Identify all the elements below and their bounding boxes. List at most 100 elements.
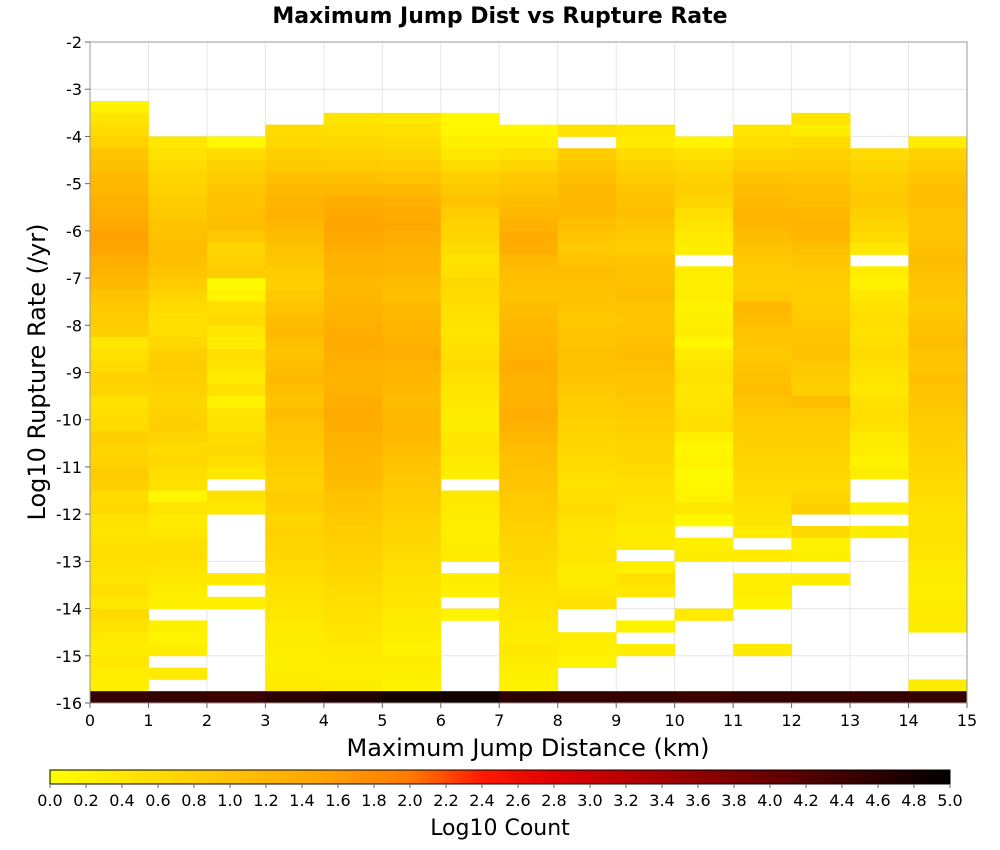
heatmap-cell	[791, 549, 851, 562]
heatmap-cell	[323, 431, 383, 444]
heatmap-cell	[382, 431, 442, 444]
heatmap-cell	[382, 667, 442, 680]
heatmap-cell	[382, 230, 442, 244]
heatmap-cell	[499, 596, 559, 609]
heatmap-cell	[382, 219, 442, 232]
heatmap-cell	[265, 348, 325, 362]
heatmap-cell	[908, 242, 968, 255]
heatmap-cell	[616, 254, 676, 267]
heatmap-cell	[323, 667, 383, 680]
heatmap-cell	[616, 584, 676, 598]
colorbar-tick-label: 3.8	[721, 791, 746, 810]
heatmap-cell	[323, 348, 383, 362]
colorbar-tick-label: 0.0	[37, 791, 62, 810]
heatmap-cell	[90, 537, 149, 550]
heatmap-cell	[908, 561, 968, 574]
heatmap-cell	[499, 478, 559, 491]
heatmap-cell	[616, 419, 676, 432]
colorbar-tick-label: 1.0	[217, 791, 242, 810]
heatmap-cell	[206, 396, 266, 409]
heatmap-cell	[733, 466, 792, 480]
heatmap-cell	[733, 384, 792, 397]
heatmap-cell	[206, 219, 266, 232]
heatmap-cell	[206, 596, 266, 609]
heatmap-cell	[499, 242, 559, 255]
heatmap-cell	[908, 171, 968, 185]
heatmap-cell	[674, 219, 734, 232]
y-tick-label: -2	[66, 33, 82, 52]
y-tick-label: -7	[66, 269, 82, 288]
heatmap-cell	[791, 396, 851, 409]
heatmap-cell	[499, 266, 559, 279]
heatmap-cell	[265, 620, 325, 633]
heatmap-cell	[382, 655, 442, 668]
heatmap-cell	[499, 584, 559, 598]
heatmap-cell	[850, 337, 909, 350]
heatmap-cell	[733, 549, 792, 562]
heatmap-cell	[616, 289, 676, 303]
heatmap-cell	[499, 502, 559, 515]
heatmap-cell	[323, 561, 383, 574]
heatmap-cell	[265, 407, 325, 421]
heatmap-cell	[265, 313, 325, 326]
x-tick-label: 9	[611, 711, 621, 730]
heatmap-cell	[148, 160, 208, 173]
heatmap-cell	[733, 266, 792, 279]
heatmap-cell	[265, 490, 325, 503]
heatmap-cell	[382, 136, 442, 149]
heatmap-cell	[791, 502, 851, 515]
heatmap-cell	[206, 431, 266, 444]
heatmap-cell	[148, 490, 208, 503]
heatmap-cell	[148, 360, 208, 373]
heatmap-cell	[499, 679, 559, 692]
heatmap-cell	[206, 160, 266, 173]
heatmap-cell	[90, 667, 149, 680]
heatmap-cell	[733, 171, 792, 185]
heatmap-cell	[148, 455, 208, 468]
heatmap-cell	[323, 112, 383, 126]
heatmap-cell	[557, 124, 617, 137]
heatmap-cell	[733, 301, 792, 314]
heatmap-cell	[557, 596, 617, 609]
heatmap-cell	[908, 396, 968, 409]
heatmap-cell	[90, 230, 149, 244]
heatmap-cell	[850, 455, 909, 468]
heatmap-cell	[323, 266, 383, 279]
heatmap-cell	[850, 183, 909, 196]
heatmap-cell	[440, 207, 500, 220]
heatmap-cell	[90, 348, 149, 362]
heatmap-cell	[90, 266, 149, 279]
heatmap-cell	[557, 643, 617, 657]
heatmap-cell	[733, 478, 792, 491]
heatmap-cell	[557, 407, 617, 421]
heatmap-cell	[382, 419, 442, 432]
heatmap-cell	[323, 584, 383, 598]
heatmap-cell	[850, 278, 909, 291]
heatmap-cell	[733, 136, 792, 149]
heatmap-cell	[791, 419, 851, 432]
heatmap-cell	[148, 502, 208, 515]
colorbar-tick-label: 2.8	[541, 791, 566, 810]
heatmap-cell	[674, 313, 734, 326]
heatmap-cell	[323, 679, 383, 692]
heatmap-cell	[265, 455, 325, 468]
heatmap-cell	[850, 242, 909, 255]
heatmap-cell	[148, 667, 208, 680]
heatmap-cell	[440, 254, 500, 267]
heatmap-cell-floor	[148, 691, 208, 703]
heatmap-cell	[499, 561, 559, 574]
heatmap-cell	[323, 254, 383, 267]
colorbar-tick-label: 1.2	[253, 791, 278, 810]
colorbar-tick-label: 3.6	[685, 791, 710, 810]
heatmap-cell	[148, 573, 208, 586]
heatmap-cell	[148, 313, 208, 326]
heatmap-cell	[90, 561, 149, 574]
heatmap-cell	[440, 502, 500, 515]
heatmap-cell	[616, 337, 676, 350]
heatmap-cell	[908, 207, 968, 220]
y-tick-label: -11	[56, 458, 82, 477]
heatmap-cell	[908, 325, 968, 338]
heatmap-cell	[206, 337, 266, 350]
heatmap-cell	[499, 171, 559, 185]
heatmap-cell	[323, 573, 383, 586]
